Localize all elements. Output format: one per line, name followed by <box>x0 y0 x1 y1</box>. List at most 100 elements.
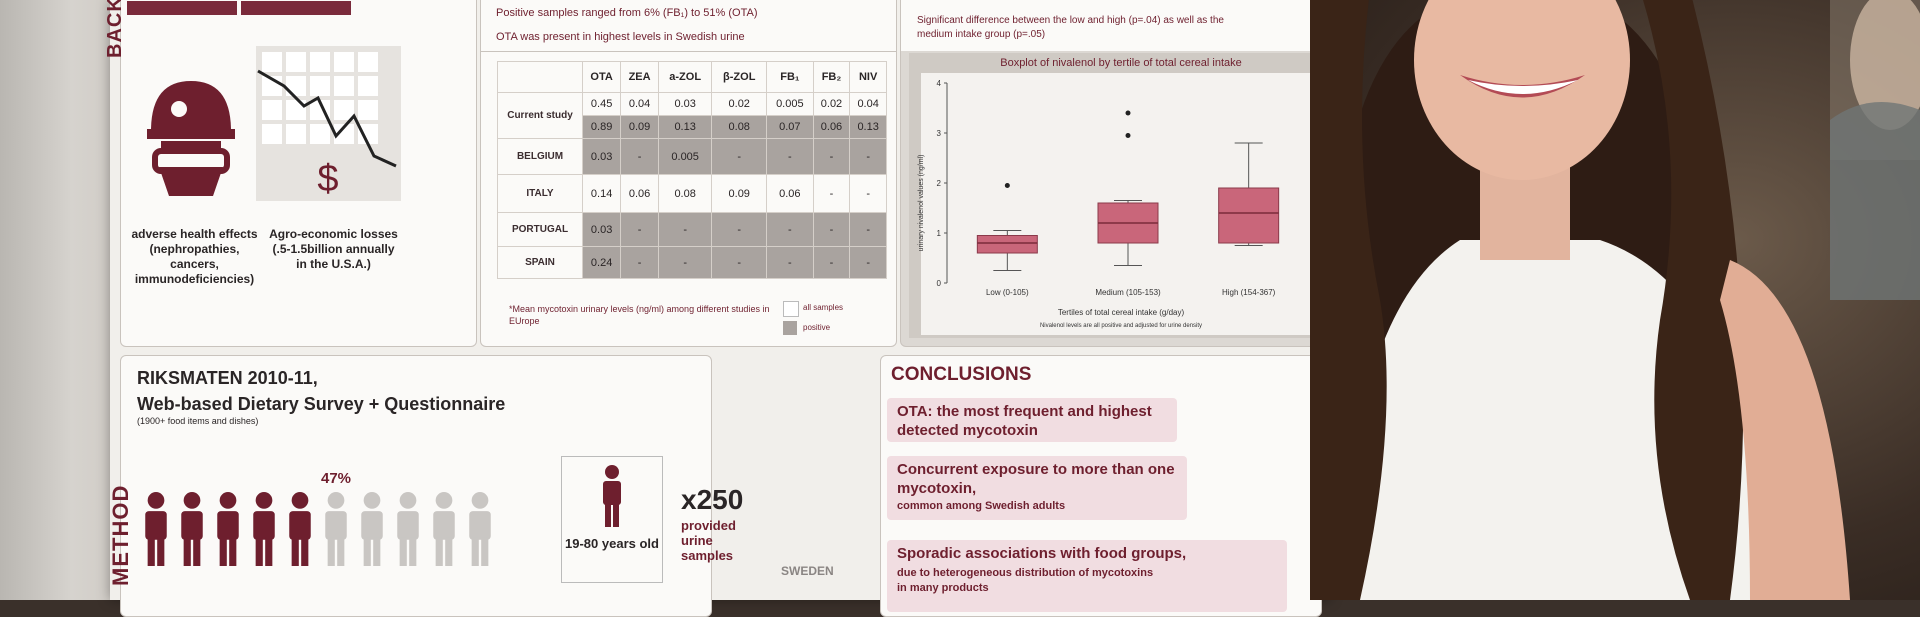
table-cell: 0.04 <box>849 92 887 116</box>
conclusions-title: CONCLUSIONS <box>891 364 1032 385</box>
table-cell: 0.03 <box>657 92 713 116</box>
box-3 <box>1218 187 1280 244</box>
x-tick-label: Low (0-105) <box>986 288 1029 297</box>
table-cell: - <box>812 212 851 247</box>
table-cell: - <box>657 212 713 247</box>
table-cell: - <box>849 212 887 247</box>
table-row-label: Current study <box>497 92 583 139</box>
table-cell: 0.13 <box>849 115 887 139</box>
results-panel: Positive samples ranged from 6% (FB₁) to… <box>480 0 897 347</box>
note-area <box>901 0 1331 51</box>
background-side-label: BACK <box>104 0 126 58</box>
person-icon <box>397 492 419 566</box>
table-footnote: *Mean mycotoxin urinary levels (ng/ml) a… <box>509 304 770 326</box>
table-row: Current study 0.45 0.04 0.03 0.02 0.005 … <box>497 92 887 139</box>
table-cell: - <box>766 138 814 175</box>
conclusion-3: Sporadic associations with food groups, … <box>887 540 1287 612</box>
conclusion-1: OTA: the most frequent and highest detec… <box>887 398 1177 442</box>
background-panel: $ adverse health effects (nephropathies,… <box>120 0 477 347</box>
table-cell: 0.13 <box>657 115 713 139</box>
table-header: ZEA <box>620 61 659 93</box>
table-cell: - <box>812 246 851 279</box>
table-cell: 0.24 <box>581 246 622 279</box>
table-cell: 0.03 <box>581 212 622 247</box>
health-caption: adverse health effects (nephropathies, c… <box>131 227 258 286</box>
table-cell: - <box>812 138 851 175</box>
y-tick-label: 2 <box>937 179 942 188</box>
person-icon <box>603 465 621 527</box>
table-header: OTA <box>581 61 622 93</box>
person-icon <box>289 492 311 566</box>
table-cell: 0.03 <box>581 138 622 175</box>
table-cell: 0.005 <box>657 138 713 175</box>
table-cell: - <box>849 138 887 175</box>
y-tick-label: 3 <box>937 129 942 138</box>
legend-swatch-all <box>783 301 799 317</box>
table-header: β-ZOL <box>711 61 768 93</box>
table-cell: 0.07 <box>766 115 814 139</box>
sample-count: x250 <box>681 484 744 515</box>
econ-caption: Agro-economic losses (.5-1.5billion annu… <box>269 227 398 271</box>
table-cell: - <box>766 212 814 247</box>
conclusion-2-sub: common among Swedish adults <box>897 500 1066 512</box>
country-label: SWEDEN <box>781 564 834 578</box>
results-line-1: Positive samples ranged from 6% (FB₁) to… <box>496 7 758 19</box>
significance-note-1: Significant difference between the low a… <box>917 15 1224 26</box>
table-cell: 0.02 <box>711 92 768 116</box>
table-cell: 0.04 <box>620 92 659 116</box>
table-cell: 0.06 <box>620 174 659 213</box>
nivalenol-boxplot: Boxplot of nivalenol by tertile of total… <box>909 53 1323 338</box>
person-icon <box>181 492 203 566</box>
table-cell: - <box>812 174 851 213</box>
table-row-label: ITALY <box>497 174 583 213</box>
y-tick-label: 0 <box>937 279 942 288</box>
x-tick-label: High (154-367) <box>1222 288 1276 297</box>
mycotoxin-table: OTA ZEA a-ZOL β-ZOL FB₁ FB₂ NIV Current … <box>497 61 887 279</box>
legend-positive-label: positive <box>803 323 831 332</box>
person-icon <box>145 492 167 566</box>
table-row: 0.89 0.09 0.13 0.08 0.07 0.06 0.13 <box>498 115 887 139</box>
box-1 <box>976 235 1038 254</box>
table-header: a-ZOL <box>657 61 713 93</box>
method-title-1: RIKSMATEN 2010-11, <box>137 368 318 388</box>
boxplot-xlabel: Tertiles of total cereal intake (g/day) <box>1058 308 1185 317</box>
svg-text:$: $ <box>317 158 338 200</box>
table-row-label: PORTUGAL <box>497 212 583 247</box>
table-row: SPAIN 0.24 - - - - - - <box>497 246 887 279</box>
samples-label: provided urine samples <box>681 518 736 563</box>
table-cell: - <box>766 246 814 279</box>
table-cell: 0.06 <box>812 115 851 139</box>
percent-label: 47% <box>321 470 352 487</box>
table-header <box>497 61 583 93</box>
conclusion-2-text: Concurrent exposure to more than one myc… <box>897 461 1175 497</box>
doctor-icon <box>141 71 241 201</box>
table-cell: - <box>620 138 659 175</box>
table-cell: - <box>620 246 659 279</box>
x-tick-label: Medium (105-153) <box>1095 288 1161 297</box>
person-icon <box>253 492 275 566</box>
research-poster: $ adverse health effects (nephropathies,… <box>104 0 1332 617</box>
table-cell: - <box>711 138 768 175</box>
method-title-2: Web-based Dietary Survey + Questionnaire <box>137 394 506 414</box>
table-header: FB₁ <box>766 61 814 93</box>
table-cell: - <box>711 246 768 279</box>
conclusion-2: Concurrent exposure to more than one myc… <box>887 456 1187 520</box>
table-cell: 0.08 <box>711 115 768 139</box>
table-header: FB₂ <box>812 61 851 93</box>
banner-strip <box>241 1 351 15</box>
table-cell: - <box>849 174 887 213</box>
y-tick-label: 1 <box>937 229 942 238</box>
method-subtitle: (1900+ food items and dishes) <box>137 416 259 426</box>
table-cell: 0.005 <box>766 92 814 116</box>
boxplot-ylabel: urinary nivalenol values (ng/ml) <box>918 155 925 252</box>
outlier-point <box>1125 133 1131 138</box>
outlier-point <box>1125 110 1131 116</box>
table-row: BELGIUM 0.03 - 0.005 - - - - <box>497 138 887 175</box>
wall-left <box>0 0 130 600</box>
y-tick-label: 4 <box>937 79 942 88</box>
boxplot-panel: Significant difference between the low a… <box>900 0 1332 347</box>
table-cell: - <box>620 212 659 247</box>
conclusions-panel: CONCLUSIONS OTA: the most frequent and h… <box>880 355 1322 617</box>
results-line-2: OTA was present in highest levels in Swe… <box>496 31 745 43</box>
table-row-label: BELGIUM <box>497 138 583 175</box>
